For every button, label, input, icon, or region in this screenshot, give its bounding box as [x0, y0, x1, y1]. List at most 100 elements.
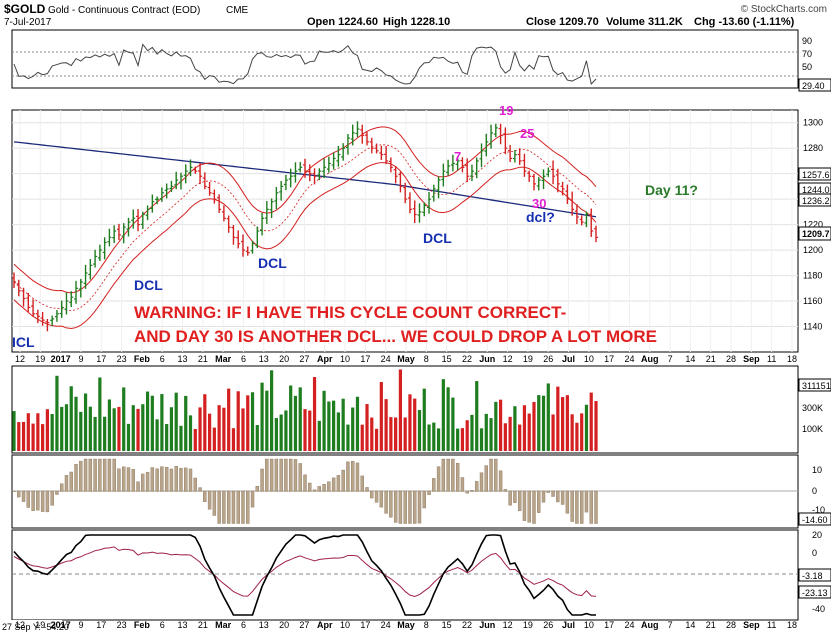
volume-bar: [355, 396, 360, 451]
x-axis-label: 23: [117, 354, 127, 364]
volume-bar: [212, 427, 216, 451]
volume-bar: [570, 414, 574, 451]
momentum-tick: 0: [812, 486, 817, 496]
x-axis-label: 20: [279, 354, 289, 364]
momentum-bar: [579, 490, 584, 524]
price-tag-1209: [798, 226, 831, 241]
momentum-bar: [517, 490, 522, 511]
x-axis-label: Sep: [743, 354, 760, 364]
x-axis-label: 10: [340, 354, 350, 364]
momentum-bar: [236, 490, 240, 524]
volume-bar: [484, 413, 488, 451]
momentum-bar: [560, 490, 565, 505]
volume-bar: [303, 409, 307, 451]
x-axis-label: 12: [503, 620, 513, 630]
x-axis-label: 26: [543, 620, 553, 630]
volume-bar: [150, 395, 154, 451]
volume-bar: [184, 395, 188, 451]
momentum-bar: [269, 458, 274, 492]
volume-bar: [589, 392, 593, 451]
oscillator-tick: -40: [812, 604, 825, 614]
momentum-bar: [217, 490, 221, 524]
volume-bar: [31, 423, 35, 451]
x-axis-label: 11: [767, 620, 776, 630]
momentum-bar: [451, 458, 455, 492]
momentum-tick: 10: [812, 465, 822, 475]
volume-bar: [298, 387, 302, 451]
momentum-bar: [288, 458, 293, 492]
x-axis-label: 22: [462, 620, 472, 630]
x-axis-label: 12: [15, 354, 25, 364]
momentum-bar: [150, 467, 155, 492]
momentum-bar: [131, 469, 135, 492]
momentum-bar: [226, 490, 231, 524]
volume-bar: [456, 428, 460, 451]
x-axis-label: 14: [685, 620, 695, 630]
momentum-bar: [460, 477, 465, 492]
volume-bar: [541, 395, 546, 451]
momentum-bar: [565, 490, 570, 514]
ohlc-close: Close 1209.70: [526, 16, 599, 28]
osc-tag-2: [798, 585, 831, 599]
x-axis-label: 15: [442, 354, 452, 364]
volume-bar: [107, 399, 112, 451]
volume-bar: [518, 424, 522, 451]
chart-date: 7-Jul-2017: [4, 17, 52, 28]
chart-symbol: $GOLD: [4, 2, 46, 16]
oscillator-panel: [11, 529, 799, 621]
x-axis-label: 2017: [51, 620, 71, 630]
volume-bar: [222, 407, 226, 451]
volume-tag-text: 311151: [802, 381, 831, 391]
volume-bar: [565, 395, 569, 451]
volume-bar: [160, 394, 164, 451]
momentum-bar: [155, 468, 159, 492]
volume-bar: [403, 417, 407, 451]
x-axis-label: 24: [624, 620, 634, 630]
momentum-bar: [160, 466, 164, 492]
momentum-bar: [21, 490, 26, 502]
momentum-bar: [93, 458, 97, 492]
oscillator-signal-line: [13, 546, 597, 598]
label-dcl-1: DCL: [134, 277, 163, 293]
momentum-bar: [26, 490, 31, 508]
volume-bar: [217, 405, 221, 451]
x-axis-label: Mar: [215, 620, 232, 630]
volume-bar: [527, 413, 531, 451]
momentum-bar: [446, 458, 450, 492]
momentum-tag: [798, 512, 831, 526]
volume-bar: [74, 396, 78, 451]
momentum-bar: [312, 489, 317, 492]
momentum-bar: [141, 473, 145, 492]
x-axis-label: 17: [96, 620, 106, 630]
momentum-bar: [17, 490, 21, 498]
momentum-bar: [83, 458, 88, 492]
x-axis-label: 9: [78, 620, 83, 630]
momentum-bar: [145, 471, 150, 492]
label-dcl-2: DCL: [258, 255, 287, 271]
volume-bar: [489, 418, 493, 451]
x-axis-label: Jun: [479, 354, 495, 364]
momentum-bar: [79, 460, 83, 492]
momentum-bar: [246, 490, 250, 524]
volume-bar: [494, 401, 498, 451]
x-axis-label: 6: [160, 354, 165, 364]
momentum-bar: [193, 477, 197, 492]
momentum-bar: [346, 461, 350, 492]
volume-bar: [274, 418, 278, 451]
x-axis-label: 13: [178, 620, 188, 630]
ohlc-open: Open 1224.60: [307, 16, 378, 28]
volume-bar: [365, 404, 369, 451]
x-axis-label: 6: [241, 620, 246, 630]
volume-bar: [203, 394, 207, 451]
volume-bar: [498, 399, 503, 451]
warning-line-1: WARNING: IF I HAVE THIS CYCLE COUNT CORR…: [134, 303, 566, 322]
momentum-bar: [527, 490, 531, 523]
momentum-bar: [250, 490, 255, 508]
momentum-bar: [336, 475, 341, 492]
volume-bar: [165, 424, 169, 451]
x-axis-label: 8: [424, 620, 429, 630]
x-axis-label: 28: [726, 620, 736, 630]
momentum-bar: [432, 478, 436, 492]
volume-bar: [561, 397, 565, 451]
x-axis-label: 18: [787, 620, 797, 630]
